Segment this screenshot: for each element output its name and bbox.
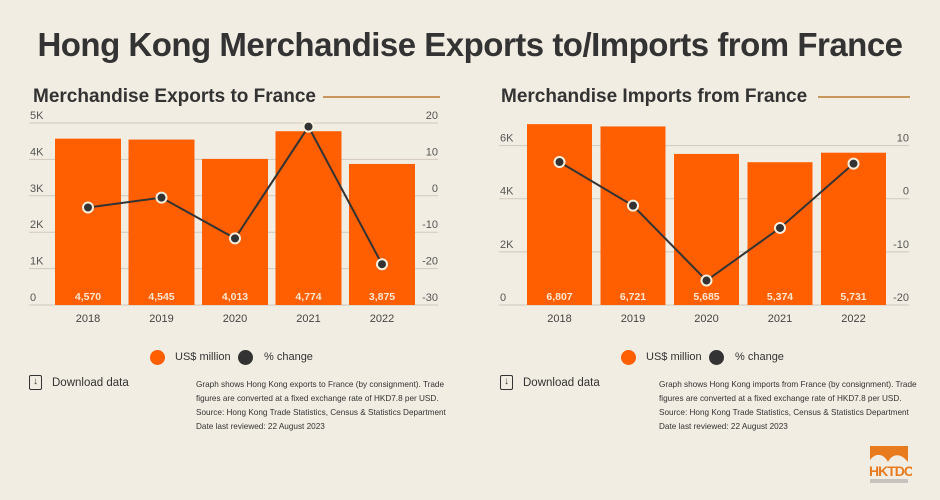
x-axis-tick: 2022 (370, 313, 394, 325)
pct-change-point (155, 191, 168, 204)
legend-bar-label: US$ million (175, 351, 231, 363)
pct-change-point (376, 258, 388, 271)
legend-line-swatch (238, 350, 253, 365)
bar (349, 163, 415, 305)
left-axis-tick: 5K (30, 110, 44, 122)
x-axis-tick: 2021 (296, 313, 320, 325)
x-axis-tick: 2020 (223, 313, 247, 325)
right-axis-tick: -10 (893, 239, 909, 251)
left-axis-tick: 6K (500, 133, 514, 145)
bar (55, 138, 121, 305)
left-axis-tick: 2K (500, 239, 514, 251)
bar-data-label: 6,807 (546, 291, 572, 303)
pct-change-point (229, 232, 241, 245)
note-line: Graph shows Hong Kong exports to France … (196, 380, 445, 389)
bar (128, 139, 195, 305)
x-axis-tick: 2022 (841, 313, 865, 325)
bar-data-label: 5,374 (767, 291, 793, 303)
note-line: Source: Hong Kong Trade Statistics, Cens… (196, 408, 446, 417)
imports-notes: Graph shows Hong Kong imports from Franc… (659, 378, 917, 434)
imports-chart-title: Merchandise Imports from France (501, 86, 808, 107)
left-axis-tick: 1K (30, 256, 44, 268)
note-line: figures are converted at a fixed exchang… (196, 394, 439, 403)
right-axis-tick: -30 (422, 292, 438, 304)
right-axis-tick: -20 (893, 292, 909, 304)
bar-data-label: 4,774 (295, 291, 321, 303)
right-axis-tick: -20 (422, 256, 438, 268)
bar (202, 158, 268, 305)
note-line: Source: Hong Kong Trade Statistics, Cens… (659, 408, 909, 417)
title-rule (818, 96, 910, 98)
pct-change-point (302, 120, 315, 133)
bar (600, 126, 666, 306)
right-axis-tick: 20 (426, 110, 438, 122)
bar-data-label: 4,013 (222, 291, 248, 303)
note-line: Date last reviewed: 22 August 2023 (196, 422, 325, 431)
left-axis-tick: 0 (500, 292, 506, 304)
legend-bar-swatch (150, 350, 165, 365)
x-axis-tick: 2019 (621, 313, 645, 325)
left-axis-tick: 3K (30, 183, 44, 195)
right-axis-tick: 10 (897, 133, 909, 145)
exports-chart: 0 1K 2K 3K 4K 5K -30 -20 -10 0 10 20 4,570 2018 4,545 2… (29, 110, 438, 325)
bar (821, 152, 886, 305)
note-line: figures are converted at a fixed exchang… (659, 394, 902, 403)
bar-data-label: 5,685 (693, 291, 719, 303)
x-axis-tick: 2021 (768, 313, 792, 325)
download-icon[interactable]: ↓ (29, 375, 42, 390)
x-axis-tick: 2018 (76, 313, 100, 325)
download-data-link[interactable]: Download data (52, 377, 129, 389)
pct-change-point (627, 199, 639, 212)
legend-line-label: % change (735, 351, 784, 363)
legend-line-label: % change (264, 351, 313, 363)
title-rule (323, 96, 440, 98)
left-axis-tick: 0 (30, 292, 36, 304)
pct-change-point (847, 157, 860, 170)
right-axis-tick: 10 (426, 146, 438, 158)
bar-data-label: 4,545 (148, 291, 174, 303)
pct-change-point (82, 201, 94, 214)
download-icon[interactable]: ↓ (500, 375, 513, 390)
legend-line-swatch (709, 350, 724, 365)
pct-change-point (700, 274, 713, 287)
exports-notes: Graph shows Hong Kong exports to France … (196, 378, 446, 434)
legend-bar-swatch (621, 350, 636, 365)
right-axis-tick: 0 (432, 183, 438, 195)
bar (527, 124, 592, 305)
bar-data-label: 4,570 (75, 291, 101, 303)
legend-bar-label: US$ million (646, 351, 702, 363)
bar-data-label: 3,875 (369, 291, 395, 303)
exports-chart-title: Merchandise Exports to France (33, 86, 316, 107)
note-line: Graph shows Hong Kong imports from Franc… (659, 380, 917, 389)
x-axis-tick: 2020 (694, 313, 718, 325)
note-line: Date last reviewed: 22 August 2023 (659, 422, 788, 431)
svg-text:HKTDC: HKTDC (869, 463, 912, 479)
pct-change-point (774, 221, 786, 234)
left-axis-tick: 4K (30, 146, 44, 158)
download-data-link[interactable]: Download data (523, 377, 600, 389)
x-axis-tick: 2018 (547, 313, 571, 325)
bar-data-label: 6,721 (620, 291, 646, 303)
pct-change-point (553, 156, 566, 169)
page-title: Hong Kong Merchandise Exports to/Imports… (37, 26, 903, 63)
bar-data-label: 5,731 (840, 291, 866, 303)
hktdc-logo: HKTDC (869, 446, 912, 483)
x-axis-tick: 2019 (149, 313, 173, 325)
right-axis-tick: 0 (903, 186, 909, 198)
left-axis-tick: 2K (30, 219, 44, 231)
bar (275, 131, 342, 305)
imports-chart: 0 2K 4K 6K -20 -10 0 10 6,807 2018 6,721 2019 5,685 2… (499, 124, 909, 325)
left-axis-tick: 4K (500, 186, 514, 198)
right-axis-tick: -10 (422, 219, 438, 231)
